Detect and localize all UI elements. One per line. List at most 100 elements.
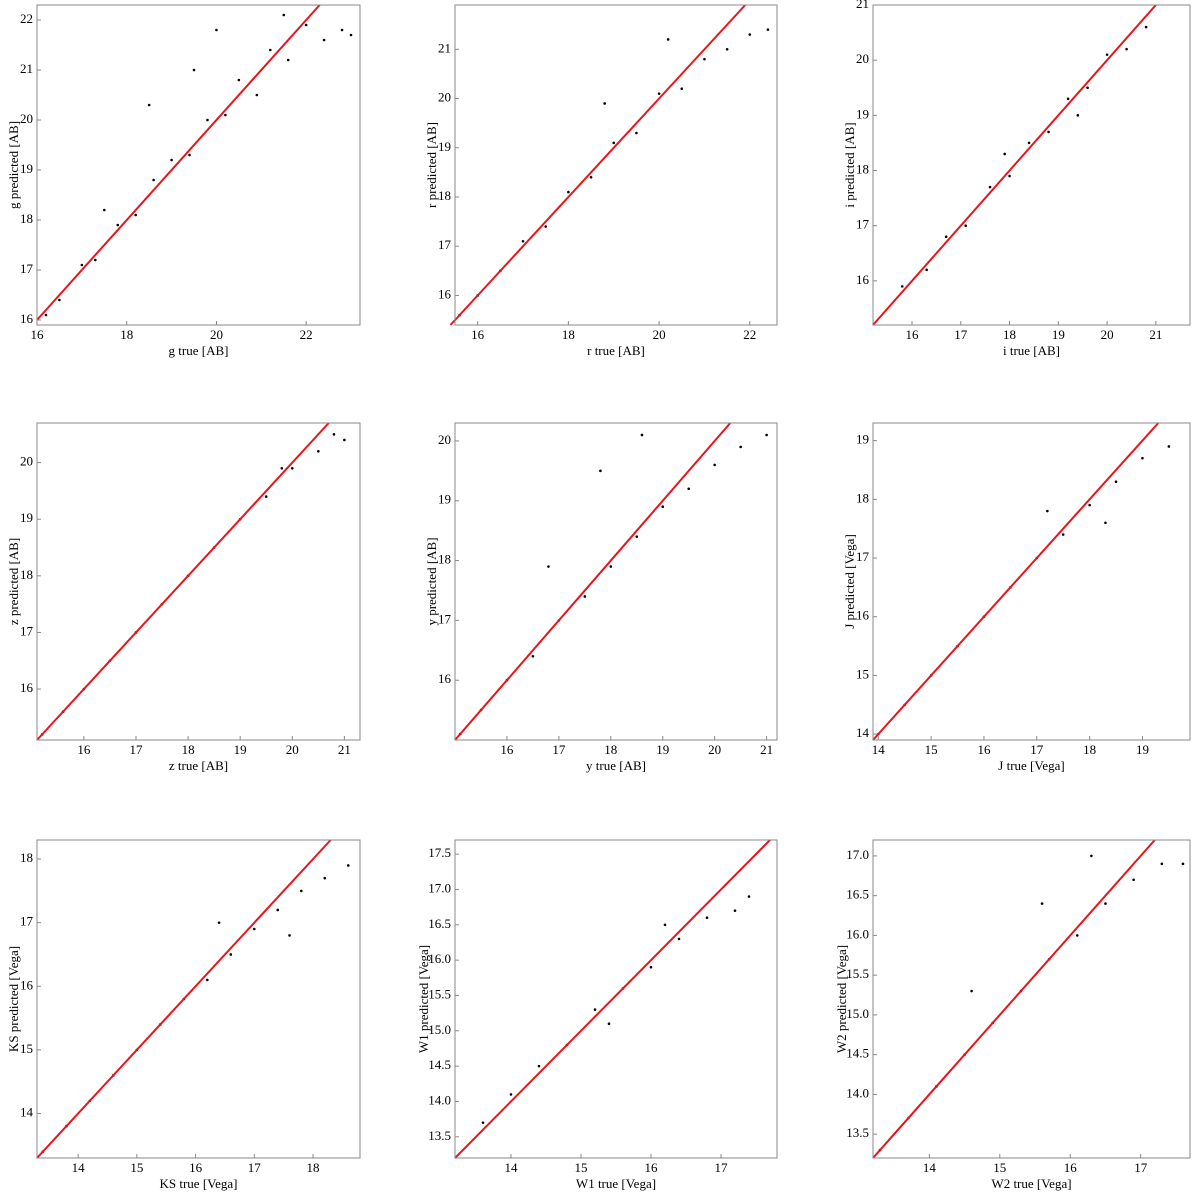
x-axis-label: KS true [Vega] bbox=[160, 1176, 238, 1191]
y-tick-label: 15.5 bbox=[428, 986, 451, 1001]
x-tick-label: 21 bbox=[338, 742, 351, 757]
y-tick-label: 18 bbox=[20, 211, 33, 226]
point bbox=[612, 141, 616, 145]
x-tick-label: 15 bbox=[575, 1160, 588, 1175]
point bbox=[649, 965, 653, 969]
x-axis-label: J true [Vega] bbox=[998, 758, 1064, 773]
point bbox=[635, 535, 639, 538]
point bbox=[1141, 456, 1144, 460]
reference-line bbox=[36, 422, 330, 741]
y-tick-label: 17 bbox=[20, 623, 34, 638]
point bbox=[340, 28, 344, 32]
point bbox=[739, 445, 742, 449]
point bbox=[1105, 53, 1109, 56]
point bbox=[635, 131, 638, 135]
point bbox=[680, 87, 684, 90]
x-tick-label: 17 bbox=[1134, 1160, 1148, 1175]
point bbox=[703, 57, 706, 61]
y-tick-label: 14 bbox=[856, 725, 870, 740]
y-tick-label: 19 bbox=[856, 432, 869, 447]
point bbox=[705, 916, 709, 920]
point bbox=[1132, 878, 1135, 882]
y-tick-label: 16 bbox=[20, 680, 34, 695]
point bbox=[237, 78, 241, 82]
y-tick-label: 19 bbox=[856, 106, 869, 121]
point bbox=[687, 487, 691, 491]
point bbox=[1003, 152, 1006, 156]
y-tick-label: 20 bbox=[438, 432, 451, 447]
y-tick-label: 16.5 bbox=[428, 916, 451, 931]
x-tick-label: 18 bbox=[604, 742, 617, 757]
plot-frame bbox=[872, 4, 1191, 326]
x-tick-label: 15 bbox=[925, 742, 938, 757]
x-tick-label: 16 bbox=[31, 327, 45, 342]
reference-line bbox=[454, 839, 771, 1159]
y-tick-label: 21 bbox=[20, 61, 33, 76]
y-tick-label: 17 bbox=[438, 237, 452, 252]
y-tick-label: 17.5 bbox=[428, 845, 451, 860]
y-tick-label: 14.5 bbox=[428, 1057, 451, 1072]
point bbox=[1160, 862, 1164, 866]
point bbox=[147, 103, 151, 107]
point bbox=[747, 895, 751, 898]
x-tick-label: 18 bbox=[307, 1160, 320, 1175]
point bbox=[766, 28, 770, 31]
point bbox=[537, 1064, 541, 1068]
plot-frame bbox=[454, 422, 778, 741]
y-tick-label: 20 bbox=[20, 111, 33, 126]
x-tick-label: 14 bbox=[72, 1160, 86, 1175]
x-tick-label: 17 bbox=[248, 1160, 262, 1175]
point bbox=[663, 923, 667, 927]
point bbox=[44, 313, 48, 317]
point bbox=[593, 1008, 597, 1011]
y-tick-label: 18 bbox=[438, 188, 451, 203]
point bbox=[116, 223, 120, 227]
point bbox=[609, 565, 613, 568]
point bbox=[255, 93, 259, 97]
point bbox=[661, 505, 665, 509]
y-tick-label: 16 bbox=[856, 608, 870, 623]
x-axis-label: g true [AB] bbox=[169, 343, 229, 358]
y-tick-label: 18 bbox=[438, 552, 451, 567]
x-tick-label: 20 bbox=[286, 742, 299, 757]
point bbox=[547, 565, 550, 568]
reference-line bbox=[872, 422, 1160, 741]
point bbox=[252, 927, 256, 931]
point bbox=[349, 33, 353, 37]
point bbox=[657, 92, 661, 95]
x-axis-label: W2 true [Vega] bbox=[991, 1176, 1071, 1191]
y-axis-label: i predicted [AB] bbox=[842, 122, 857, 207]
plot-frame bbox=[36, 422, 361, 741]
x-tick-label: 17 bbox=[1030, 742, 1044, 757]
point bbox=[900, 285, 904, 288]
x-tick-label: 19 bbox=[234, 742, 247, 757]
y-tick-label: 14 bbox=[20, 1104, 34, 1119]
y-tick-label: 16.5 bbox=[846, 887, 869, 902]
y-tick-label: 18 bbox=[856, 490, 869, 505]
y-tick-label: 14.0 bbox=[428, 1092, 451, 1107]
point bbox=[322, 38, 326, 42]
y-tick-label: 16 bbox=[856, 272, 870, 287]
y-tick-label: 18 bbox=[20, 850, 33, 865]
point bbox=[215, 28, 218, 32]
point bbox=[725, 48, 729, 51]
y-tick-label: 17.0 bbox=[428, 880, 451, 895]
x-tick-label: 15 bbox=[993, 1160, 1006, 1175]
y-tick-label: 17 bbox=[856, 549, 870, 564]
y-tick-label: 19 bbox=[438, 492, 451, 507]
point bbox=[323, 876, 327, 880]
point bbox=[603, 102, 606, 105]
point bbox=[286, 58, 290, 62]
y-tick-label: 18 bbox=[856, 162, 869, 177]
y-axis-label: g predicted [AB] bbox=[6, 121, 21, 209]
x-tick-label: 22 bbox=[743, 327, 756, 342]
y-tick-label: 17.0 bbox=[846, 847, 869, 862]
plot-frame bbox=[36, 839, 361, 1159]
point bbox=[332, 433, 336, 436]
point bbox=[1125, 47, 1128, 51]
point bbox=[677, 937, 681, 941]
x-tick-label: 17 bbox=[954, 327, 968, 342]
x-tick-label: 18 bbox=[1083, 742, 1096, 757]
x-tick-label: 18 bbox=[562, 327, 575, 342]
